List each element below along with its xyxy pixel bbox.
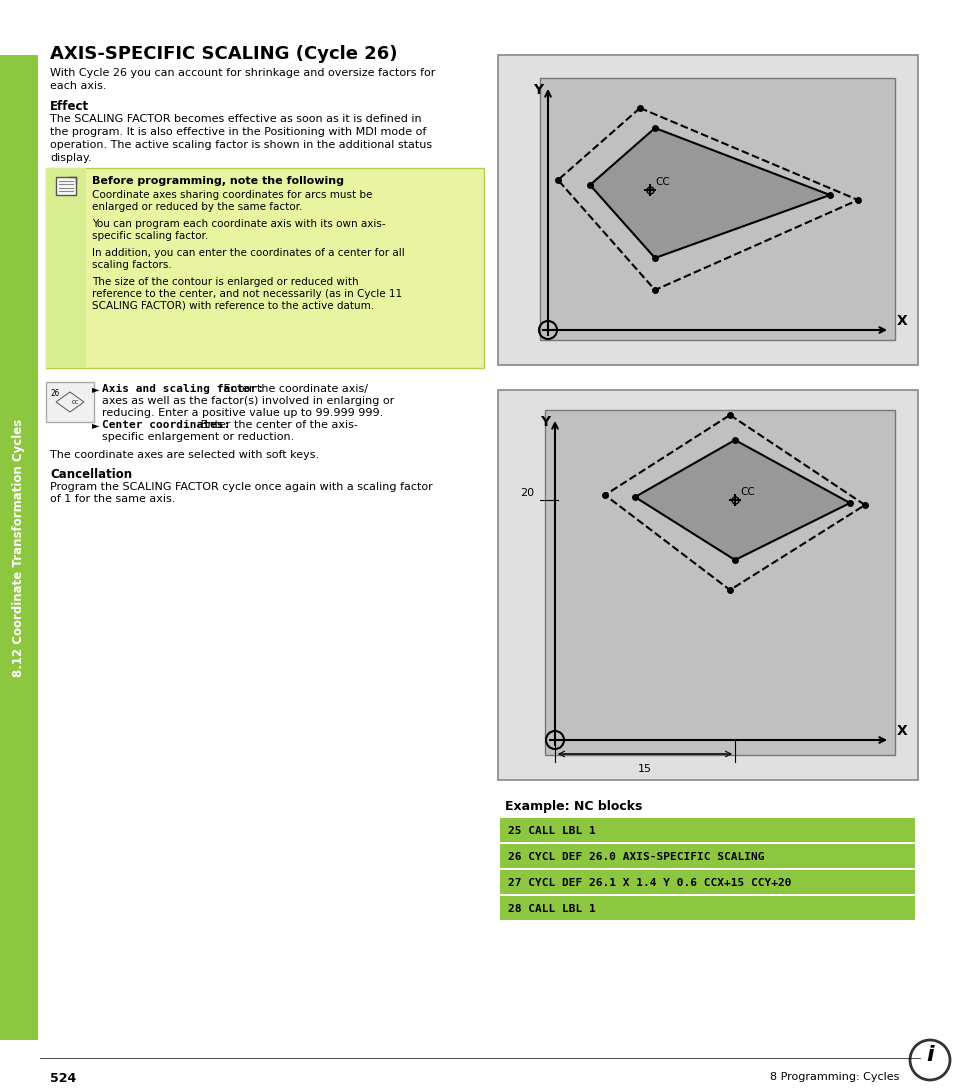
- Polygon shape: [589, 128, 829, 257]
- Text: display.: display.: [50, 153, 91, 163]
- Bar: [0, 55, 38, 1040]
- Text: each axis.: each axis.: [50, 81, 107, 91]
- Text: Example: NC blocks: Example: NC blocks: [504, 800, 641, 813]
- Text: reference to the center, and not necessarily (as in Cycle 11: reference to the center, and not necessa…: [91, 289, 402, 299]
- Text: CC: CC: [71, 400, 79, 405]
- Text: specific enlargement or reduction.: specific enlargement or reduction.: [102, 432, 294, 442]
- Bar: [46, 168, 483, 368]
- Text: Y: Y: [539, 415, 550, 429]
- Text: You can program each coordinate axis with its own axis-: You can program each coordinate axis wit…: [91, 219, 385, 229]
- Bar: [499, 844, 914, 868]
- Text: 28 CALL LBL 1: 28 CALL LBL 1: [507, 904, 595, 914]
- Text: Center coordinates:: Center coordinates:: [102, 420, 230, 430]
- Text: ►: ►: [91, 384, 99, 394]
- Bar: [46, 168, 86, 368]
- Bar: [46, 382, 94, 422]
- Text: 26 CYCL DEF 26.0 AXIS-SPECIFIC SCALING: 26 CYCL DEF 26.0 AXIS-SPECIFIC SCALING: [507, 852, 763, 862]
- Text: In addition, you can enter the coordinates of a center for all: In addition, you can enter the coordinat…: [91, 248, 404, 257]
- Text: Enter the coordinate axis/: Enter the coordinate axis/: [220, 384, 368, 394]
- Text: AXIS-SPECIFIC SCALING (Cycle 26): AXIS-SPECIFIC SCALING (Cycle 26): [50, 45, 397, 63]
- Text: Coordinate axes sharing coordinates for arcs must be: Coordinate axes sharing coordinates for …: [91, 190, 372, 200]
- Text: ►: ►: [91, 420, 99, 430]
- Text: Program the SCALING FACTOR cycle once again with a scaling factor: Program the SCALING FACTOR cycle once ag…: [50, 482, 433, 492]
- Bar: [497, 55, 917, 365]
- Text: Y: Y: [533, 83, 542, 97]
- Text: Axis and scaling factor:: Axis and scaling factor:: [102, 384, 264, 394]
- Text: 20: 20: [519, 488, 534, 497]
- Text: SCALING FACTOR) with reference to the active datum.: SCALING FACTOR) with reference to the ac…: [91, 301, 374, 311]
- Text: 8 Programming: Cycles: 8 Programming: Cycles: [769, 1072, 899, 1082]
- Polygon shape: [635, 440, 849, 560]
- Bar: [499, 870, 914, 894]
- Text: With Cycle 26 you can account for shrinkage and oversize factors for: With Cycle 26 you can account for shrink…: [50, 68, 435, 77]
- Text: The SCALING FACTOR becomes effective as soon as it is defined in: The SCALING FACTOR becomes effective as …: [50, 113, 421, 124]
- Text: 27 CYCL DEF 26.1 X 1.4 Y 0.6 CCX+15 CCY+20: 27 CYCL DEF 26.1 X 1.4 Y 0.6 CCX+15 CCY+…: [507, 878, 791, 888]
- Text: operation. The active scaling factor is shown in the additional status: operation. The active scaling factor is …: [50, 140, 432, 149]
- Bar: [497, 389, 917, 780]
- Bar: [539, 77, 894, 340]
- Text: Effect: Effect: [50, 100, 89, 113]
- Text: Cancellation: Cancellation: [50, 468, 132, 481]
- Text: The coordinate axes are selected with soft keys.: The coordinate axes are selected with so…: [50, 449, 319, 460]
- Text: CC: CC: [655, 177, 669, 187]
- Bar: [499, 818, 914, 842]
- Text: X: X: [896, 314, 907, 328]
- Text: of 1 for the same axis.: of 1 for the same axis.: [50, 494, 175, 504]
- FancyBboxPatch shape: [56, 177, 76, 195]
- Text: the program. It is also effective in the Positioning with MDI mode of: the program. It is also effective in the…: [50, 127, 426, 137]
- Text: axes as well as the factor(s) involved in enlarging or: axes as well as the factor(s) involved i…: [102, 396, 394, 406]
- Text: 8.12 Coordinate Transformation Cycles: 8.12 Coordinate Transformation Cycles: [12, 418, 26, 676]
- Text: reducing. Enter a positive value up to 99.999 999.: reducing. Enter a positive value up to 9…: [102, 408, 383, 418]
- Text: X: X: [896, 724, 907, 738]
- Text: enlarged or reduced by the same factor.: enlarged or reduced by the same factor.: [91, 202, 302, 212]
- Text: 15: 15: [638, 764, 651, 774]
- Bar: [499, 896, 914, 920]
- Text: 524: 524: [50, 1072, 76, 1086]
- Text: The size of the contour is enlarged or reduced with: The size of the contour is enlarged or r…: [91, 277, 358, 287]
- Text: 25 CALL LBL 1: 25 CALL LBL 1: [507, 826, 595, 836]
- Text: CC: CC: [740, 487, 754, 497]
- Text: 26: 26: [50, 389, 59, 398]
- Bar: [544, 410, 894, 755]
- Text: Enter the center of the axis-: Enter the center of the axis-: [196, 420, 357, 430]
- Text: Before programming, note the following: Before programming, note the following: [91, 176, 344, 185]
- Text: i: i: [925, 1045, 933, 1065]
- Text: specific scaling factor.: specific scaling factor.: [91, 231, 208, 241]
- Text: scaling factors.: scaling factors.: [91, 260, 172, 269]
